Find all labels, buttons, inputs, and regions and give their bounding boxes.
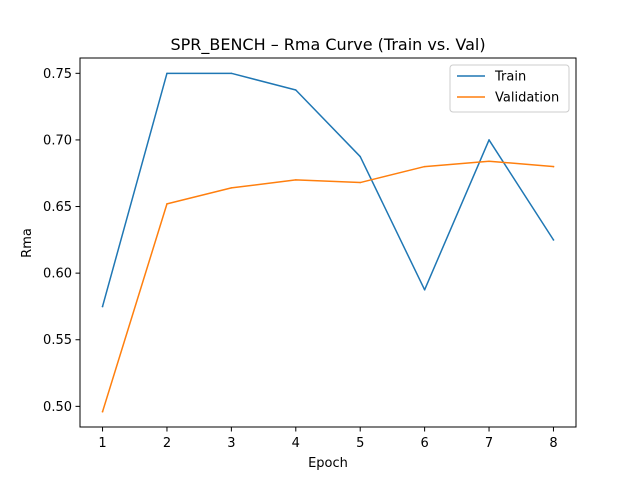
series-layer [101, 72, 555, 413]
y-axis-label: Rma [20, 228, 35, 258]
plot-frame [79, 57, 577, 428]
x-tick-label: 6 [420, 436, 428, 451]
data-point-validation [101, 410, 104, 413]
y-tick-label: 0.70 [43, 133, 72, 148]
data-point-train [359, 155, 361, 158]
x-tick-label: 3 [227, 436, 235, 451]
data-point-validation [359, 181, 361, 184]
series-line-train [101, 72, 555, 308]
x-tick-label: 4 [292, 436, 300, 451]
x-axis: 1 2 3 4 5 6 7 8 [98, 427, 558, 451]
data-point-train [230, 72, 233, 75]
data-point-train [101, 305, 104, 308]
data-point-train [423, 289, 426, 291]
data-point-validation [295, 179, 297, 181]
data-point-train [295, 89, 297, 91]
x-tick-label: 7 [485, 436, 493, 451]
x-tick-label: 8 [549, 436, 557, 451]
legend-label-train: Train [494, 70, 526, 85]
y-tick-label: 0.55 [43, 333, 72, 348]
data-point-validation [230, 187, 233, 189]
data-point-validation [488, 160, 490, 162]
data-point-validation [166, 203, 168, 205]
data-point-train [552, 239, 555, 241]
legend: Train Validation [449, 64, 570, 113]
data-point-train [488, 139, 490, 141]
y-tick-label: 0.60 [43, 267, 72, 282]
x-tick-label: 2 [163, 436, 171, 451]
chart-title: SPR_BENCH – Rma Curve (Train vs. Val) [170, 35, 485, 55]
y-tick-label: 0.50 [43, 400, 72, 415]
x-axis-label: Epoch [308, 456, 348, 471]
x-tick-label: 5 [356, 436, 364, 451]
series-line-validation [101, 160, 555, 413]
x-tick-label: 1 [98, 436, 106, 451]
y-tick-label: 0.65 [43, 200, 72, 215]
legend-label-validation: Validation [495, 91, 559, 106]
y-axis: 0.50 0.55 0.60 0.65 0.70 0.75 [43, 67, 80, 415]
y-tick-label: 0.75 [43, 67, 72, 82]
data-point-validation [552, 165, 555, 168]
data-point-train [166, 72, 168, 75]
data-point-validation [423, 165, 426, 168]
